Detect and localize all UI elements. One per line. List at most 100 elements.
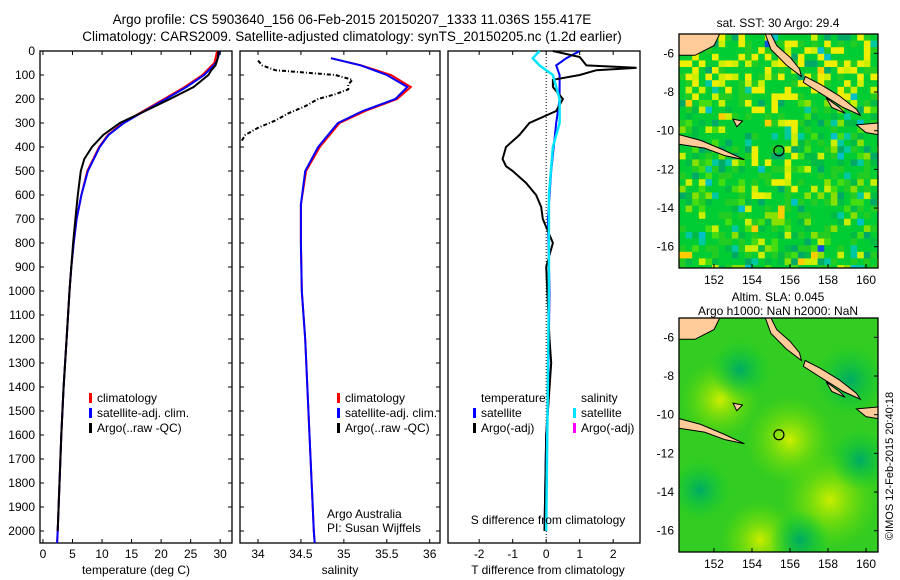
land-polygon	[732, 402, 744, 412]
map-frame	[678, 317, 879, 553]
sst-cell	[778, 265, 785, 268]
sst-cell	[857, 100, 865, 107]
sst-cell	[811, 86, 818, 94]
lon-tick-label: 152	[704, 557, 724, 571]
sst-cell	[778, 113, 785, 121]
sst-cell	[698, 93, 706, 101]
sst-cell	[804, 60, 812, 68]
sst-cell	[725, 67, 733, 74]
sst-cell	[679, 251, 686, 259]
sst-cell	[857, 238, 865, 246]
sst-cell	[791, 232, 799, 239]
sst-cell	[830, 106, 838, 114]
sst-cell	[758, 258, 766, 266]
sst-cell	[778, 67, 785, 74]
sst-cell	[778, 192, 785, 200]
sst-cell	[771, 113, 779, 121]
sst-cell	[830, 40, 838, 48]
sst-cell	[712, 172, 719, 180]
sst-cell	[830, 166, 838, 173]
sst-cell	[685, 119, 693, 127]
sst-cell	[731, 199, 739, 206]
sst-cell	[817, 40, 825, 48]
sst-cell	[771, 146, 779, 154]
sst-cell	[844, 172, 851, 180]
land-polygon	[802, 359, 862, 401]
sst-cell	[745, 179, 752, 187]
sst-cell	[824, 179, 832, 187]
sst-cell	[850, 113, 858, 121]
sst-cell	[784, 199, 792, 206]
sst-cell	[679, 60, 686, 68]
sst-cell	[811, 67, 818, 74]
sst-cell	[718, 179, 726, 187]
sst-cell	[738, 93, 746, 101]
sst-cell	[857, 265, 865, 268]
sst-cell	[698, 232, 706, 239]
sst-cell	[771, 265, 779, 268]
legend-label: satellite	[481, 406, 522, 420]
sst-cell	[850, 146, 858, 154]
sst-cell	[692, 106, 700, 114]
sst-cell	[784, 106, 792, 114]
sst-cell	[725, 80, 733, 88]
sst-cell	[718, 185, 726, 193]
sst-cell	[751, 265, 759, 268]
sst-cell	[791, 205, 799, 213]
sst-cell	[850, 53, 858, 61]
sst-cell	[731, 172, 739, 180]
sst-cell	[817, 159, 825, 167]
sst-cell	[731, 192, 739, 200]
sst-cell	[850, 185, 858, 193]
sst-cell	[797, 47, 805, 55]
sst-cell	[837, 225, 845, 233]
sst-cell	[857, 205, 865, 213]
sst-cell	[751, 166, 759, 173]
sst-cell	[784, 139, 792, 147]
sst-cell	[705, 73, 713, 81]
sst-cell	[679, 152, 686, 160]
sst-cell	[811, 53, 818, 61]
sst-cell	[771, 212, 779, 220]
sst-cell	[830, 133, 838, 140]
sst-cell	[870, 152, 878, 160]
sst-cell	[731, 245, 739, 253]
sst-cell	[791, 251, 799, 259]
sst-cell	[870, 34, 878, 41]
sst-cell	[857, 113, 865, 121]
land-polygon	[802, 75, 862, 117]
sst-cell	[758, 172, 766, 180]
sst-cell	[751, 126, 759, 134]
sst-cell	[705, 218, 713, 226]
sst-cell	[824, 126, 832, 134]
sst-cell	[679, 185, 686, 193]
sst-cell	[718, 238, 726, 246]
sst-cell	[844, 199, 851, 206]
sst-cell	[837, 245, 845, 253]
sst-cell	[804, 225, 812, 233]
sst-cell	[857, 106, 865, 114]
sst-cell	[850, 67, 858, 74]
sst-cell	[731, 179, 739, 187]
sst-cell	[837, 73, 845, 81]
map-content	[679, 34, 878, 268]
sst-cell	[764, 53, 772, 61]
sst-cell	[778, 238, 785, 246]
sst-cell	[771, 80, 779, 88]
difference-panel: -2 -1 0 1 2	[447, 50, 641, 561]
sst-cell	[857, 60, 865, 68]
argo-float-marker	[773, 145, 785, 157]
x-tick-label: 35	[337, 547, 351, 561]
sst-cell	[745, 159, 752, 167]
sst-cell	[870, 199, 878, 206]
sst-cell	[764, 73, 772, 81]
sst-cell	[791, 119, 799, 127]
sst-cell	[784, 34, 792, 41]
lat-tick-label: -8	[663, 369, 674, 383]
sst-cell	[844, 238, 851, 246]
sst-cell	[731, 86, 739, 94]
sst-cell	[791, 73, 799, 81]
sst-cell	[863, 218, 871, 226]
sst-cell	[705, 126, 713, 134]
sst-cell	[830, 258, 838, 266]
